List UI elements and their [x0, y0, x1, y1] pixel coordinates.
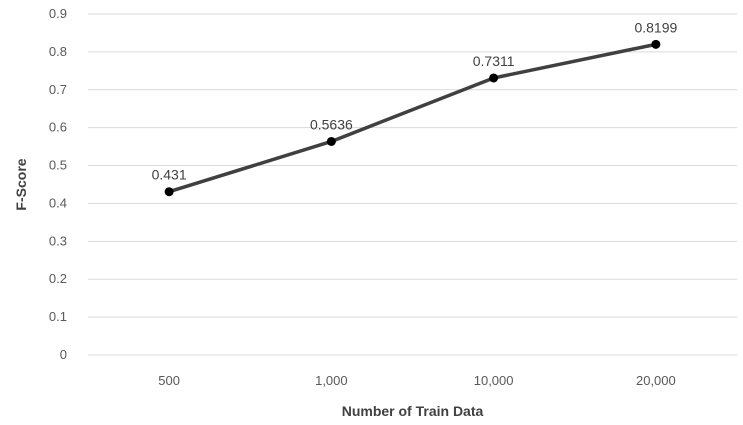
gridlines [88, 13, 737, 356]
y-tick-label-6: 0.6 [49, 120, 67, 135]
x-tick-label-1: 1,000 [315, 373, 348, 388]
y-axis-title: F-Score [13, 158, 29, 210]
x-tick-label-2: 10,000 [474, 373, 514, 388]
y-tick-label-5: 0.5 [49, 158, 67, 173]
data-label-3: 0.8199 [634, 19, 677, 35]
series-f-score [164, 39, 661, 197]
x-tick-label-0: 500 [158, 373, 180, 388]
y-tick-label-9: 0.9 [49, 6, 67, 21]
y-tick-label-4: 0.4 [49, 195, 67, 210]
data-labels: 0.431 0.5636 0.7311 0.8199 [152, 19, 678, 182]
y-tick-label-1: 0.1 [49, 309, 67, 324]
x-axis-ticks: 500 1,000 10,000 20,000 [158, 373, 675, 388]
y-axis-ticks: 0 0.1 0.2 0.3 0.4 0.5 0.6 0.7 0.8 0.9 [49, 6, 67, 362]
y-tick-label-7: 0.7 [49, 82, 67, 97]
data-point-1 [326, 136, 336, 146]
data-label-2: 0.7311 [473, 53, 515, 69]
data-label-1: 0.5636 [310, 116, 353, 132]
data-point-0 [164, 187, 174, 197]
y-tick-label-3: 0.3 [49, 233, 67, 248]
y-tick-label-8: 0.8 [49, 44, 67, 59]
data-point-3 [651, 39, 661, 49]
series-line [167, 42, 658, 194]
data-point-2 [489, 73, 499, 83]
data-label-0: 0.431 [152, 167, 187, 183]
y-tick-label-0: 0 [60, 347, 67, 362]
y-tick-label-2: 0.2 [49, 271, 67, 286]
x-axis-title: Number of Train Data [342, 403, 484, 419]
x-tick-label-3: 20,000 [636, 373, 676, 388]
